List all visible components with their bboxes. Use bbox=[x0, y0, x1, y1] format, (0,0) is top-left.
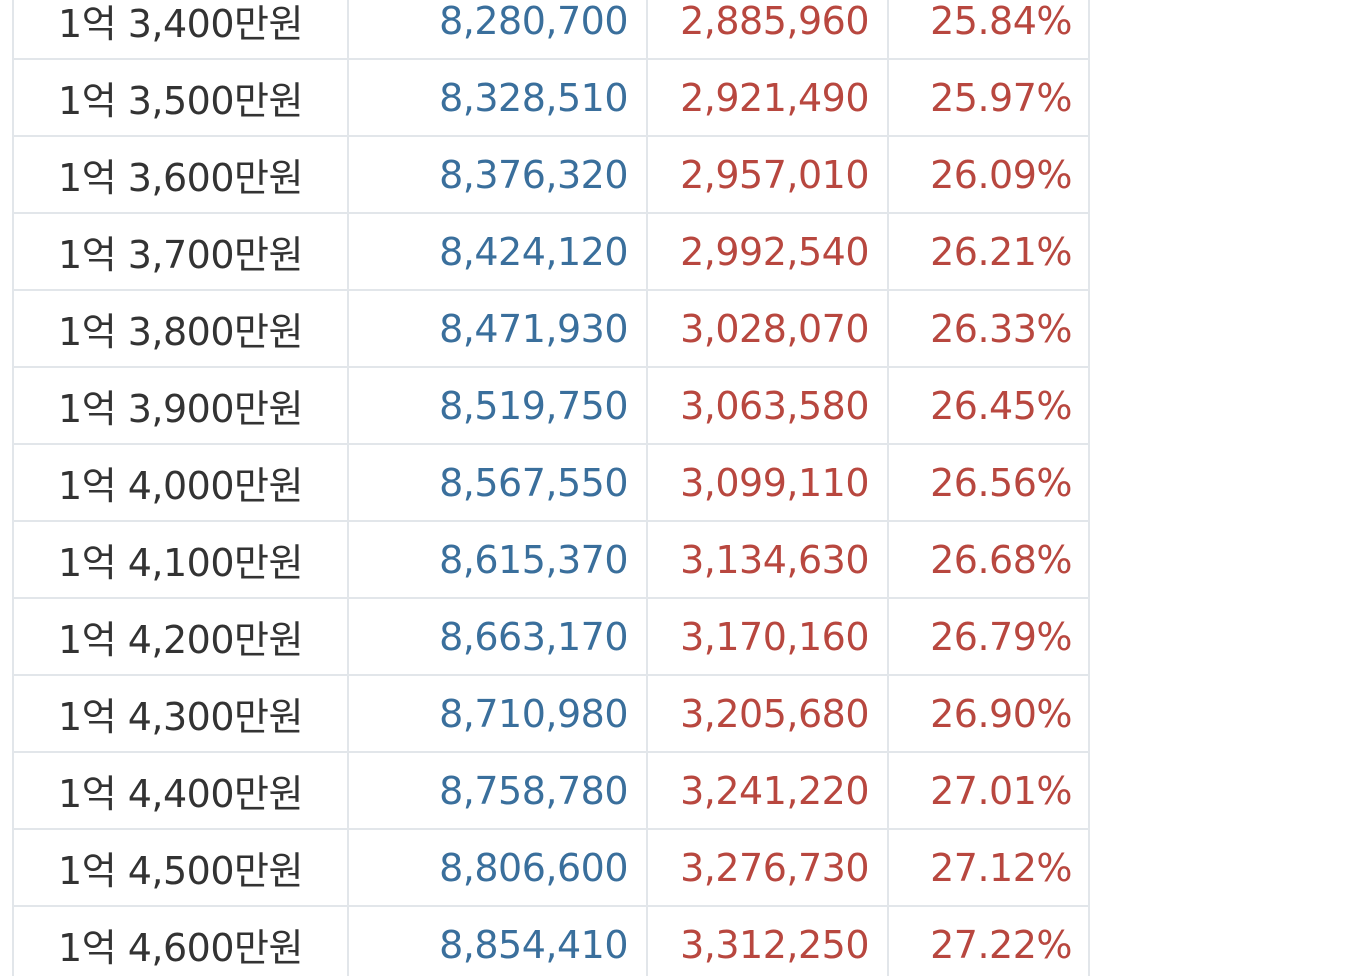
deduction-rate-cell: 26.21% bbox=[930, 229, 1072, 274]
net-pay-cell: 8,328,510 bbox=[349, 60, 648, 135]
deduction-rate-cell: 26.79% bbox=[930, 614, 1072, 659]
salary-cell: 1억 4,600만원 bbox=[14, 907, 349, 976]
deduction-cell: 3,170,160 bbox=[648, 599, 889, 674]
deduction-rate-cell: 25.97% bbox=[930, 75, 1072, 120]
salary-cell: 1억 4,100만원 bbox=[14, 522, 349, 597]
salary-cell: 1억 3,500만원 bbox=[14, 60, 349, 135]
net-pay-cell: 8,376,320 bbox=[349, 137, 648, 212]
deduction-rate-cell: 27.01% bbox=[930, 768, 1072, 813]
salary-cell: 1억 3,700만원 bbox=[14, 214, 349, 289]
net-pay-cell: 8,471,930 bbox=[349, 291, 648, 366]
deduction-cell: 2,992,540 bbox=[648, 214, 889, 289]
table-row: 1억 3,900만원 8,519,750 3,063,580 26.45% bbox=[14, 368, 1088, 445]
deduction-rate-cell: 26.90% bbox=[930, 691, 1072, 736]
deduction-cell: 3,063,580 bbox=[648, 368, 889, 443]
net-pay-cell: 8,519,750 bbox=[349, 368, 648, 443]
net-pay-cell: 8,424,120 bbox=[349, 214, 648, 289]
net-pay-cell: 8,854,410 bbox=[349, 907, 648, 976]
salary-cell: 1억 4,000만원 bbox=[14, 445, 349, 520]
net-pay-cell: 8,663,170 bbox=[349, 599, 648, 674]
salary-cell: 1억 4,300만원 bbox=[14, 676, 349, 751]
table-row: 1억 4,300만원 8,710,980 3,205,680 26.90% bbox=[14, 676, 1088, 753]
deduction-cell: 3,312,250 bbox=[648, 907, 889, 976]
table-row: 1억 4,200만원 8,663,170 3,170,160 26.79% bbox=[14, 599, 1088, 676]
deduction-cell: 3,241,220 bbox=[648, 753, 889, 828]
deduction-cell: 3,276,730 bbox=[648, 830, 889, 905]
salary-cell: 1억 4,500만원 bbox=[14, 830, 349, 905]
deduction-cell: 2,921,490 bbox=[648, 60, 889, 135]
salary-cell: 1억 3,800만원 bbox=[14, 291, 349, 366]
table-row: 1억 4,500만원 8,806,600 3,276,730 27.12% bbox=[14, 830, 1088, 907]
deduction-rate-cell: 26.09% bbox=[930, 152, 1072, 197]
salary-cell: 1억 3,400만원 bbox=[14, 0, 349, 58]
deduction-rate-cell: 27.12% bbox=[930, 845, 1072, 890]
deduction-rate-cell: 27.22% bbox=[930, 922, 1072, 967]
table-row: 1억 3,800만원 8,471,930 3,028,070 26.33% bbox=[14, 291, 1088, 368]
salary-table: 1억 3,400만원 8,280,700 2,885,960 25.84% 1억… bbox=[12, 0, 1090, 976]
table-row: 1억 4,600만원 8,854,410 3,312,250 27.22% bbox=[14, 907, 1088, 976]
deduction-cell: 2,885,960 bbox=[648, 0, 889, 58]
deduction-cell: 2,957,010 bbox=[648, 137, 889, 212]
deduction-rate-cell: 26.68% bbox=[930, 537, 1072, 582]
salary-cell: 1억 4,200만원 bbox=[14, 599, 349, 674]
deduction-rate-cell: 25.84% bbox=[930, 0, 1072, 43]
deduction-rate-cell: 26.56% bbox=[930, 460, 1072, 505]
table-row: 1억 3,400만원 8,280,700 2,885,960 25.84% bbox=[14, 0, 1088, 60]
deduction-rate-cell: 26.45% bbox=[930, 383, 1072, 428]
net-pay-cell: 8,280,700 bbox=[349, 0, 648, 58]
deduction-cell: 3,134,630 bbox=[648, 522, 889, 597]
salary-cell: 1억 3,900만원 bbox=[14, 368, 349, 443]
deduction-cell: 3,099,110 bbox=[648, 445, 889, 520]
salary-cell: 1억 3,600만원 bbox=[14, 137, 349, 212]
deduction-cell: 3,205,680 bbox=[648, 676, 889, 751]
table-row: 1억 3,600만원 8,376,320 2,957,010 26.09% bbox=[14, 137, 1088, 214]
deduction-rate-cell: 26.33% bbox=[930, 306, 1072, 351]
net-pay-cell: 8,710,980 bbox=[349, 676, 648, 751]
deduction-cell: 3,028,070 bbox=[648, 291, 889, 366]
net-pay-cell: 8,806,600 bbox=[349, 830, 648, 905]
table-row: 1억 4,000만원 8,567,550 3,099,110 26.56% bbox=[14, 445, 1088, 522]
table-row: 1억 4,100만원 8,615,370 3,134,630 26.68% bbox=[14, 522, 1088, 599]
table-row: 1억 3,700만원 8,424,120 2,992,540 26.21% bbox=[14, 214, 1088, 291]
table-row: 1억 3,500만원 8,328,510 2,921,490 25.97% bbox=[14, 60, 1088, 137]
net-pay-cell: 8,567,550 bbox=[349, 445, 648, 520]
net-pay-cell: 8,758,780 bbox=[349, 753, 648, 828]
salary-cell: 1억 4,400만원 bbox=[14, 753, 349, 828]
net-pay-cell: 8,615,370 bbox=[349, 522, 648, 597]
table-row: 1억 4,400만원 8,758,780 3,241,220 27.01% bbox=[14, 753, 1088, 830]
